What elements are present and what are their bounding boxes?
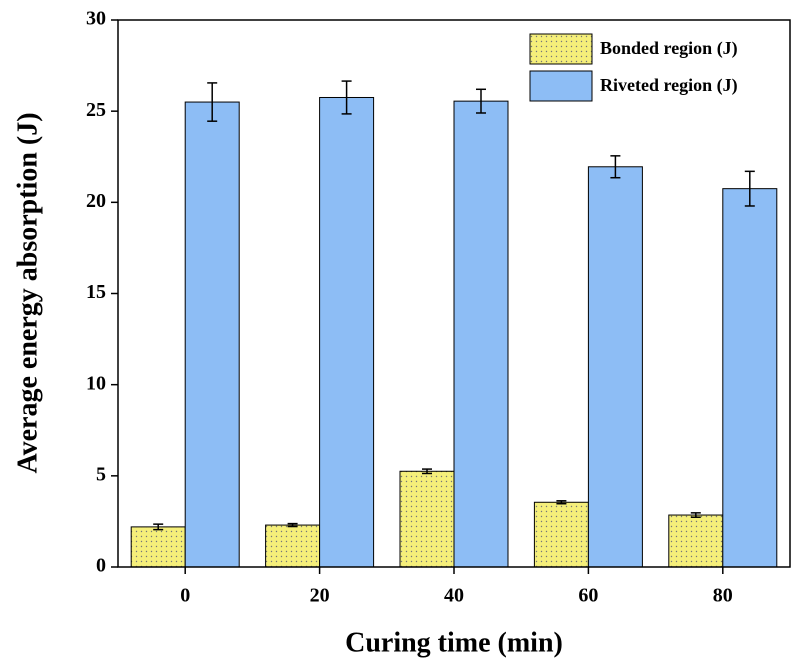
bar — [587, 166, 643, 568]
legend-label: Bonded region (J) — [600, 38, 738, 59]
y-tick-label: 5 — [96, 463, 106, 485]
bar — [130, 526, 186, 568]
x-tick-label: 20 — [310, 585, 330, 607]
plot-frame — [117, 19, 791, 568]
bar — [399, 470, 455, 568]
x-axis-title: Curing time (min) — [345, 627, 563, 658]
legend-swatch — [529, 70, 593, 102]
y-axis-title: Average energy absorption (J) — [12, 112, 43, 473]
error-bar — [556, 500, 567, 505]
error-bar — [690, 512, 701, 518]
y-tick-label: 0 — [96, 555, 106, 577]
bar — [319, 96, 375, 568]
x-tick-label: 40 — [444, 585, 464, 607]
y-tick-label: 20 — [86, 190, 106, 212]
x-tick-label: 80 — [713, 585, 733, 607]
bar — [722, 188, 778, 568]
y-tick-label: 25 — [86, 99, 106, 121]
error-bar — [287, 522, 298, 528]
error-bar — [744, 170, 755, 207]
error-bar — [610, 155, 621, 179]
y-tick-label: 30 — [86, 8, 106, 30]
y-tick-label: 15 — [86, 281, 106, 303]
error-bar — [476, 88, 486, 114]
y-tick-label: 10 — [86, 372, 106, 394]
error-bar — [207, 82, 218, 122]
error-bar — [153, 523, 164, 531]
bar — [668, 514, 724, 568]
error-bar — [422, 468, 432, 475]
bar — [265, 524, 321, 568]
x-tick-label: 60 — [578, 585, 598, 607]
bar — [453, 100, 509, 568]
x-tick-label: 0 — [180, 585, 190, 607]
bar — [184, 101, 240, 568]
legend-swatch — [529, 33, 593, 65]
bar — [533, 501, 589, 568]
error-bar — [341, 80, 352, 115]
legend-label: Riveted region (J) — [600, 75, 738, 96]
